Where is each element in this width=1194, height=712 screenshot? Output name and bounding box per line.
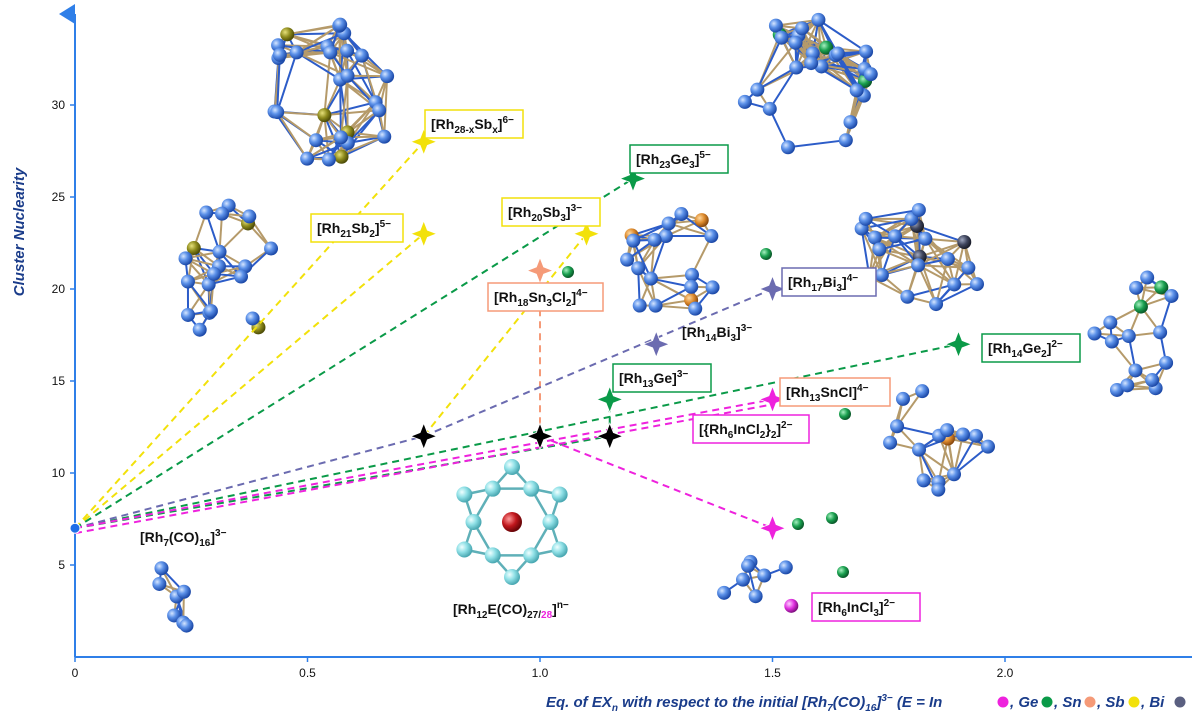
- compound-label: [Rh13SnCl]4−: [779, 377, 891, 407]
- svg-text:Eq. of EXn with respect to the: Eq. of EXn with respect to the initial […: [546, 693, 942, 712]
- svg-text:[Rh28-xSbx]6−: [Rh28-xSbx]6−: [431, 115, 514, 136]
- x-tick-label: 0: [72, 666, 79, 680]
- y-tick-label: 30: [52, 98, 66, 112]
- svg-text:[Rh21Sb2]5−: [Rh21Sb2]5−: [317, 219, 391, 240]
- svg-text:[Rh6InCl3]2−: [Rh6InCl3]2−: [818, 598, 895, 619]
- svg-text:[Rh14Bi3]3−: [Rh14Bi3]3−: [682, 323, 752, 344]
- cluster-structure: [178, 198, 279, 337]
- x-tick-label: 0.5: [299, 666, 316, 680]
- compound-label: [{Rh6InCl2}2]2−: [692, 414, 810, 444]
- path-ge: [74, 435, 610, 530]
- point-ge: [595, 385, 624, 414]
- cluster-structure: [152, 561, 194, 633]
- axes: 0 0.5 1.0 1.5 2.0 5 10 15 20 25 30 Cluster Nuclea…: [11, 4, 1192, 712]
- svg-text:, Sn: , Sn: [1053, 694, 1082, 711]
- svg-text:[Rh13SnCl]4−: [Rh13SnCl]4−: [786, 383, 869, 404]
- path-sb: [422, 233, 588, 437]
- point-sb: [572, 219, 601, 248]
- x-tick-label: 1.0: [532, 666, 549, 680]
- point-ge: [944, 330, 973, 359]
- svg-text:[Rh13Ge]3−: [Rh13Ge]3−: [619, 369, 688, 390]
- svg-text:[Rh14Ge2]2−: [Rh14Ge2]2−: [988, 339, 1063, 360]
- svg-text:, Bi: , Bi: [1140, 694, 1165, 711]
- path-sb: [74, 233, 425, 529]
- annotation-icosahedral: [Rh12E(CO)27/28]n−: [453, 600, 569, 621]
- x-axis-title: Eq. of EXn with respect to the initial […: [546, 693, 1186, 712]
- y-tick-label: 20: [52, 282, 66, 296]
- cl-atom: [792, 518, 804, 530]
- intermediate-marker: [409, 422, 438, 451]
- cl-atom: [760, 248, 772, 260]
- point-sb: [409, 127, 438, 156]
- reaction-paths: [74, 141, 959, 535]
- cluster-structure: [1087, 270, 1179, 397]
- cluster-structure: [737, 12, 878, 155]
- path-ge: [74, 343, 959, 530]
- path-bi: [74, 435, 425, 530]
- annotation-start: [Rh7(CO)16]3−: [140, 528, 227, 549]
- y-tick-label: 10: [52, 466, 66, 480]
- point-sb: [409, 219, 438, 248]
- path-sb: [74, 141, 425, 529]
- svg-text:, Sb: , Sb: [1096, 694, 1125, 711]
- compound-label: [Rh23Ge3]5−: [629, 144, 729, 174]
- compound-labels: [Rh28-xSbx]6− [Rh21Sb2]5− [Rh20Sb3]3− [Rh23…: [140, 109, 1081, 622]
- cluster-structure: [267, 17, 395, 167]
- path-in: [74, 403, 773, 535]
- point-ge: [618, 164, 648, 193]
- intermediate-marker: [595, 422, 624, 451]
- y-tick-label: 15: [52, 374, 66, 388]
- point-sn: [525, 256, 555, 285]
- path-in: [539, 435, 773, 530]
- point-in: [758, 514, 787, 543]
- start-point: [69, 522, 81, 534]
- cluster-structure: [717, 554, 799, 613]
- y-axis-title: Cluster Nuclearity: [11, 167, 28, 296]
- svg-text:[Rh12E(CO)27/28]n−: [Rh12E(CO)27/28]n−: [453, 600, 569, 621]
- compound-label: [Rh18Sn3Cl2]4−: [487, 282, 604, 312]
- intermediate-marker: [525, 422, 555, 451]
- svg-text:[{Rh6InCl2}2]2−: [{Rh6InCl2}2]2−: [699, 420, 793, 441]
- path-ge: [74, 177, 634, 530]
- cl-atom: [562, 266, 574, 278]
- compound-label: [Rh6InCl3]2−: [811, 592, 921, 622]
- y-tick-label: 25: [52, 190, 66, 204]
- compound-label: [Rh14Ge2]2−: [981, 333, 1081, 363]
- svg-text:[Rh18Sn3Cl2]4−: [Rh18Sn3Cl2]4−: [494, 288, 588, 309]
- point-bi: [758, 274, 787, 304]
- path-in: [74, 398, 773, 530]
- cluster-structure: [456, 459, 568, 585]
- path-bi: [423, 288, 773, 438]
- svg-text:[Rh17Bi3]4−: [Rh17Bi3]4−: [788, 273, 858, 294]
- cluster-structure: [854, 202, 985, 312]
- compound-label: [Rh17Bi3]4−: [781, 267, 877, 297]
- data-markers: [69, 127, 973, 543]
- point-bi: [642, 330, 671, 359]
- compound-label: [Rh20Sb3]3−: [501, 197, 601, 227]
- svg-text:[Rh7(CO)16]3−: [Rh7(CO)16]3−: [140, 528, 227, 549]
- compound-label: [Rh14Bi3]3−: [682, 323, 752, 344]
- cluster-structure: [620, 207, 720, 316]
- svg-text:, Ge: , Ge: [1009, 694, 1038, 711]
- cluster-structure: [883, 384, 995, 497]
- x-tick-label: 1.5: [764, 666, 781, 680]
- y-tick-label: 5: [58, 558, 65, 572]
- cl-atom: [837, 566, 849, 578]
- y-ticks: 5 10 15 20 25 30: [52, 98, 75, 572]
- cluster-structures: [152, 12, 1179, 633]
- svg-text:[Rh23Ge3]5−: [Rh23Ge3]5−: [636, 150, 711, 171]
- svg-text:[Rh20Sb3]3−: [Rh20Sb3]3−: [508, 203, 582, 224]
- compound-label: [Rh21Sb2]5−: [310, 213, 404, 243]
- compound-label: [Rh28-xSbx]6−: [424, 109, 524, 139]
- cl-atom: [826, 512, 838, 524]
- compound-label: [Rh13Ge]3−: [612, 363, 712, 393]
- cl-atom: [839, 408, 851, 420]
- x-tick-label: 2.0: [997, 666, 1014, 680]
- x-ticks: 0 0.5 1.0 1.5 2.0: [72, 657, 1014, 680]
